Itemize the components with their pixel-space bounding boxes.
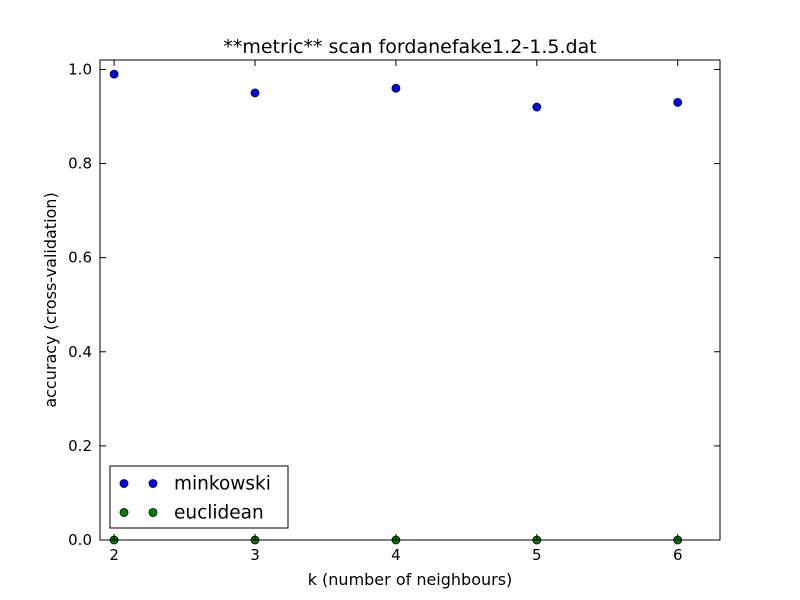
legend-item-euclidean: euclidean bbox=[119, 503, 264, 524]
data-point-minkowski bbox=[109, 69, 119, 79]
data-point-minkowski bbox=[532, 102, 542, 112]
y-axis-title: accuracy (cross-validation) bbox=[41, 192, 60, 407]
axis-ticks: 2 3 4 5 6 0.0 0.2 0.4 0.6 0.8 1.0 bbox=[68, 60, 720, 564]
x-tick-label: 6 bbox=[673, 546, 683, 564]
plot-area-frame bbox=[99, 59, 721, 541]
x-tick-label: 4 bbox=[391, 546, 401, 564]
legend-label: euclidean bbox=[174, 503, 264, 524]
chart-title: **metric** scan fordanefake1.2-1.5.dat bbox=[223, 36, 596, 58]
y-tick-label: 0.6 bbox=[68, 249, 92, 267]
data-point-minkowski bbox=[673, 97, 683, 107]
legend-label: minkowski bbox=[174, 474, 271, 495]
legend: minkowski euclidean bbox=[109, 465, 289, 529]
y-tick-label: 0.8 bbox=[68, 155, 92, 173]
y-tick-label: 0.4 bbox=[68, 343, 92, 361]
x-tick-label: 5 bbox=[532, 546, 542, 564]
y-tick-label: 1.0 bbox=[68, 60, 92, 78]
legend-marker bbox=[148, 479, 158, 488]
legend-item-minkowski: minkowski bbox=[119, 474, 271, 495]
data-point-minkowski bbox=[250, 88, 260, 98]
legend-marker bbox=[148, 508, 158, 517]
series-minkowski bbox=[109, 69, 683, 112]
legend-marker bbox=[119, 508, 129, 517]
data-point-minkowski bbox=[391, 83, 401, 93]
legend-frame bbox=[109, 465, 289, 529]
x-tick-label: 3 bbox=[250, 546, 260, 564]
x-tick-label: 2 bbox=[109, 546, 119, 564]
y-tick-label: 0.2 bbox=[68, 437, 92, 455]
legend-marker bbox=[119, 479, 129, 488]
y-tick-label: 0.0 bbox=[68, 531, 92, 549]
x-axis-title: k (number of neighbours) bbox=[308, 570, 513, 589]
